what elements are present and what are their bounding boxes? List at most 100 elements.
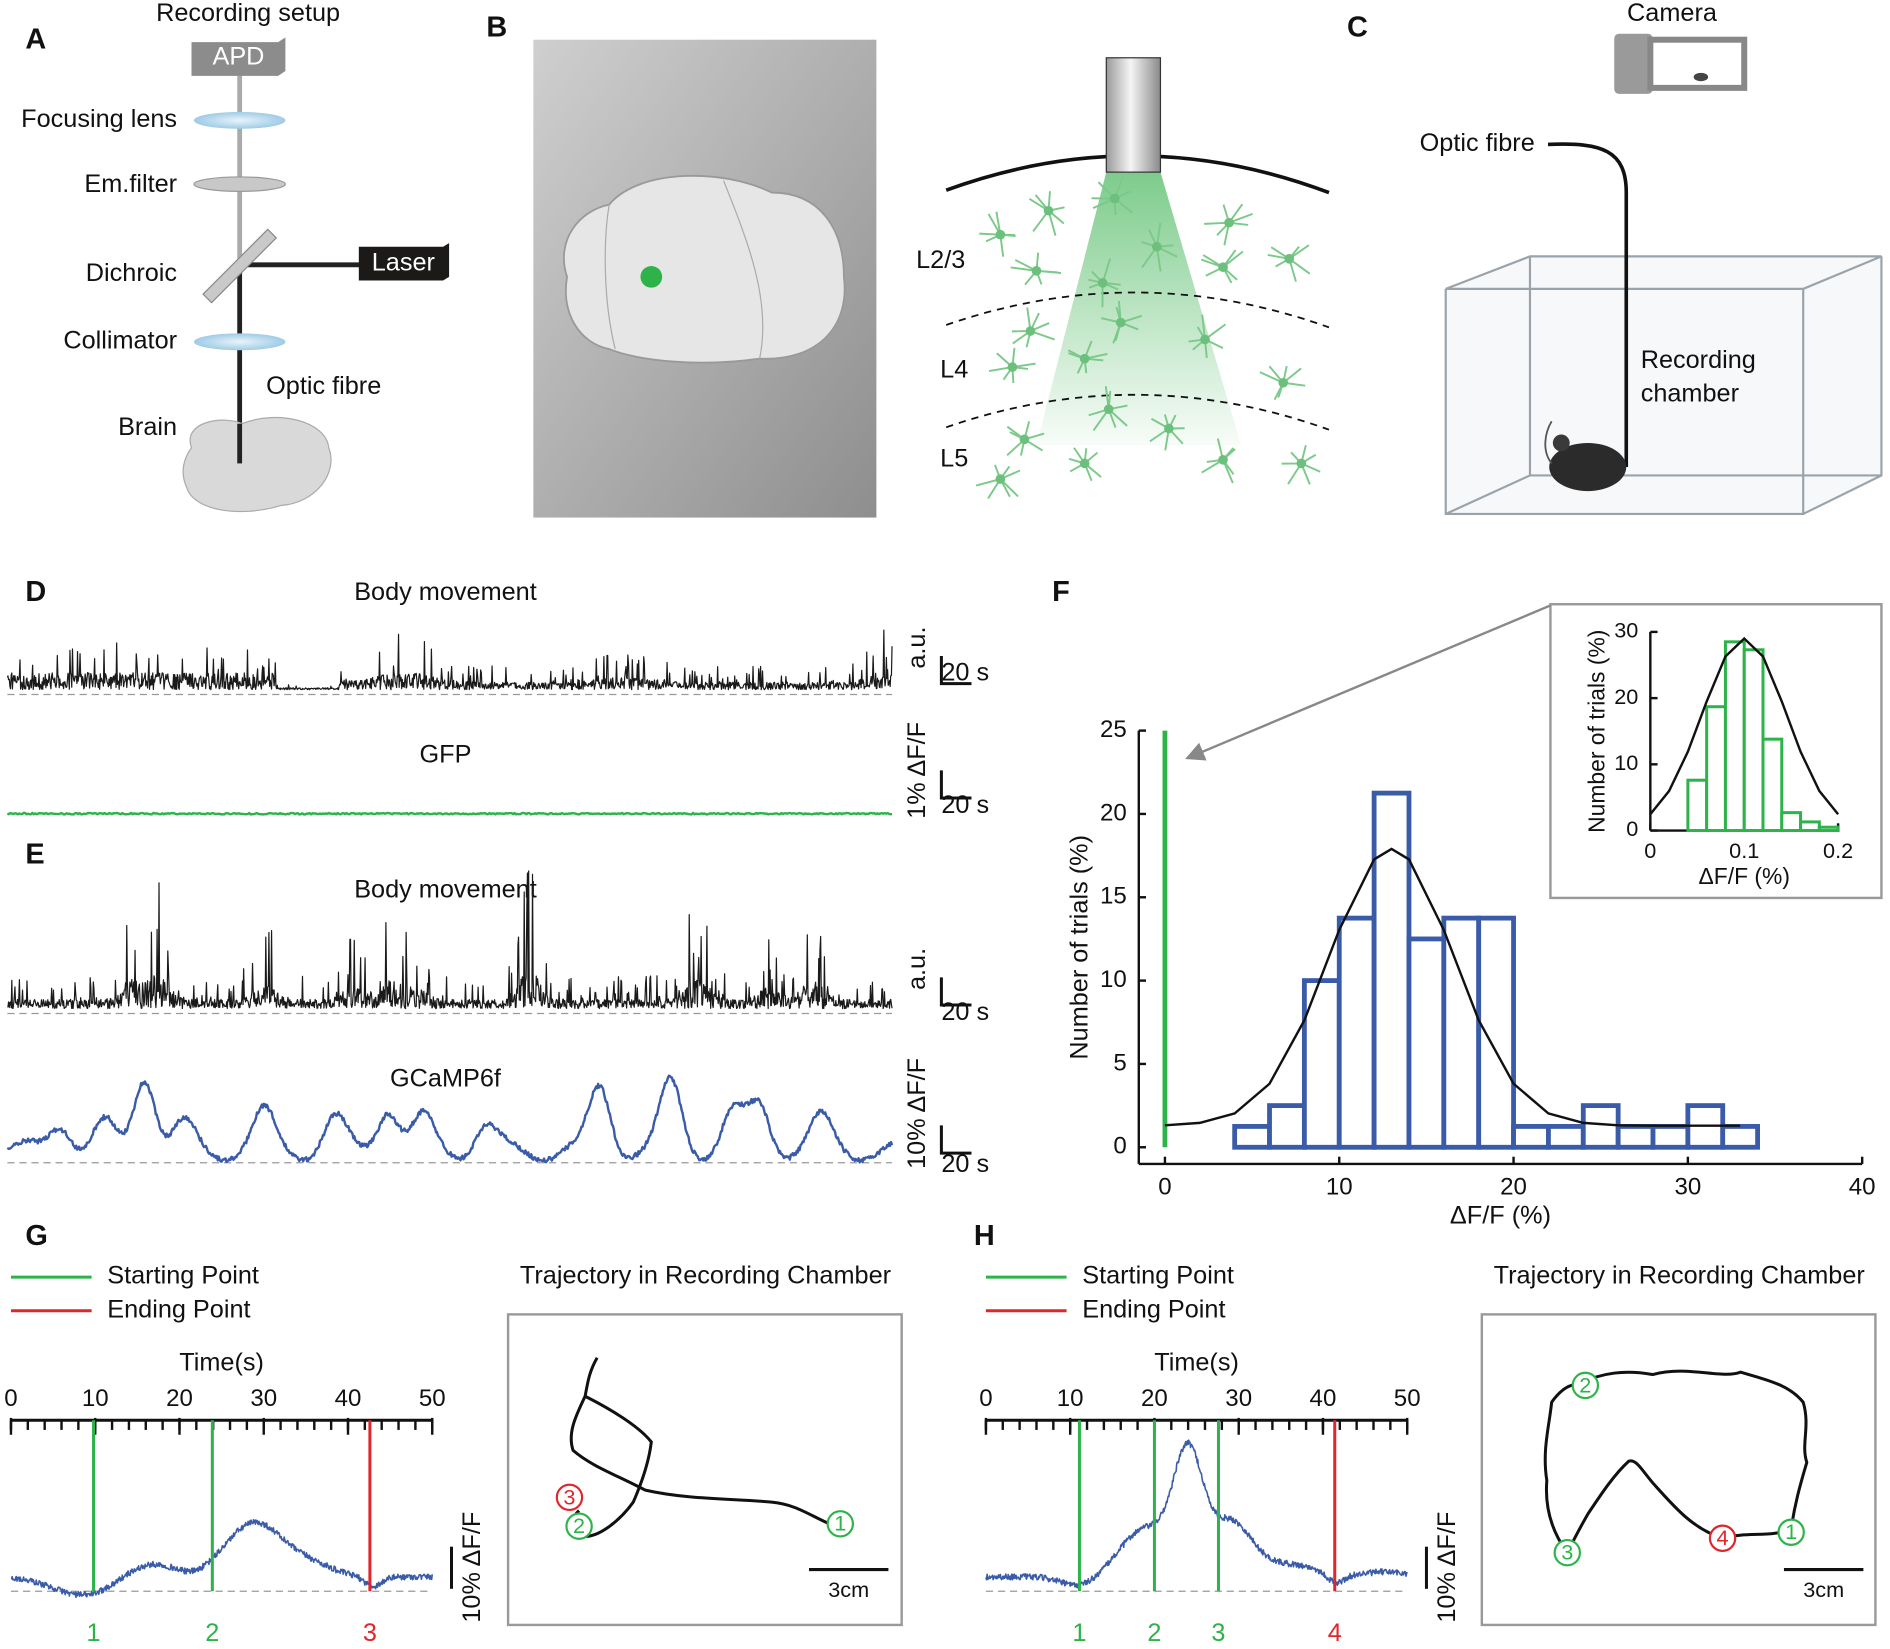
neuron-dendrites [975, 464, 1021, 499]
part-label: Collimator [63, 327, 177, 355]
neuron-soma [1152, 241, 1162, 252]
y-tick-label: 30 [1614, 618, 1638, 643]
layer-boundary [945, 291, 1330, 329]
neuron-dendrites [1201, 438, 1236, 484]
chamber-label: chamber [1641, 379, 1739, 407]
trajectory-marker [1553, 1538, 1582, 1567]
trajectory-marker-label: 4 [1717, 1525, 1729, 1550]
scale-bar [939, 1125, 972, 1155]
scale-label: 20 s [941, 659, 989, 687]
neuron-soma [1224, 217, 1234, 228]
neuron-soma [1043, 205, 1054, 216]
part-label: Optic fibre [266, 372, 381, 400]
fit-curve [1164, 847, 1741, 1127]
neuron-soma [1115, 317, 1126, 328]
y-tick-label: 0 [1626, 816, 1638, 841]
camera-label: Camera [1627, 0, 1718, 27]
neuron-soma [1025, 326, 1036, 336]
neuron-soma [1164, 423, 1174, 434]
x-tick-label: 0 [1644, 838, 1656, 863]
y-tick-label: 0 [1113, 1133, 1126, 1160]
part-label: Focusing lens [21, 105, 177, 133]
histogram-bar [1799, 820, 1821, 833]
histogram-bar [1686, 778, 1709, 833]
part-label: Brain [118, 413, 177, 441]
brain [182, 416, 332, 513]
histogram-bar [1441, 915, 1482, 1150]
trajectory-frame [1480, 1313, 1877, 1627]
neuron-dendrites [1088, 386, 1128, 431]
x-tick-label: 30 [1674, 1173, 1701, 1200]
panel-f: F 0 5 10 15 20 25 0 10 20 30 40 ΔF/F (%) Number of t… [1052, 576, 1883, 1230]
neuron-soma [1097, 278, 1108, 288]
histogram-bar [1371, 790, 1412, 1150]
camera-body [1614, 33, 1653, 94]
x-axis-title: ΔF/F (%) [1698, 863, 1789, 889]
neuron-dendrites [1188, 314, 1227, 359]
neuron-dendrites [1281, 444, 1321, 485]
neuron-dendrites [1200, 249, 1244, 284]
trajectory-marker [1571, 1371, 1600, 1400]
neuron-dendrites [1091, 176, 1133, 216]
scale-label: 1% ΔF/F [903, 722, 931, 819]
lens [193, 111, 286, 129]
layer-label: L2/3 [916, 246, 965, 274]
trace-title: Body movement [354, 578, 537, 606]
panel-b: B L2/3 L4 L5 [486, 12, 1330, 518]
optic-fibre [1547, 142, 1629, 468]
trajectory-marker [1777, 1518, 1805, 1546]
x-tick-label: 20 [166, 1385, 193, 1412]
part-label: Dichroic [86, 259, 177, 287]
histogram-bar [1267, 1103, 1307, 1150]
x-tick-label: 30 [250, 1385, 277, 1412]
x-tick-label: 30 [1225, 1385, 1252, 1412]
panel-label: F [1052, 576, 1070, 608]
x-tick-label: 0.2 [1823, 838, 1853, 863]
neuron-dendrites [1068, 447, 1102, 482]
histogram-bar [1705, 705, 1727, 833]
trajectory-frame [506, 1313, 903, 1627]
histogram-bar [1720, 1124, 1761, 1150]
panel-d: D Body movement a.u. 20 s GFP 1% ΔF/F 20… [6, 576, 989, 819]
x-tick-label: 40 [335, 1385, 362, 1412]
legend-label: Starting Point [1082, 1262, 1234, 1290]
chamber-edges [1444, 255, 1883, 516]
movement-trace [6, 629, 893, 691]
gcamp-trace [6, 1074, 894, 1164]
histogram-bar [1336, 915, 1377, 1150]
panel-label: G [25, 1220, 47, 1252]
neuron-dendrites [1028, 191, 1065, 236]
neuron-dendrites [1149, 414, 1185, 451]
x-tick-label: 20 [1500, 1173, 1527, 1200]
neuron-soma [1103, 404, 1114, 415]
mouse [1549, 442, 1627, 492]
y-tick-label: 5 [1113, 1049, 1126, 1076]
neuron-soma [1296, 458, 1307, 469]
axis-title: Time(s) [1154, 1348, 1239, 1376]
neuron-dendrites [1011, 307, 1055, 348]
panel-h: H Trajectory in Recording Chamber 3cm 10… [974, 1220, 1877, 1647]
x-tick-label: 10 [82, 1385, 109, 1412]
layer-boundary [945, 393, 1330, 431]
dff-trace [985, 1439, 1408, 1589]
panel-e: E Body movement a.u. 20 s GCaMP6f 10% ΔF… [6, 838, 989, 1178]
brain-outline [604, 180, 764, 359]
histogram-bar [1615, 1124, 1656, 1150]
panel-label: E [25, 838, 44, 870]
scale-label: 20 s [941, 998, 989, 1026]
neuron-soma [1284, 253, 1295, 264]
event-label: 2 [205, 1619, 219, 1647]
chamber-label: Recording [1641, 346, 1756, 374]
brain [562, 174, 846, 364]
trajectory-marker-label: 1 [834, 1511, 846, 1536]
legend-label: Ending Point [1082, 1295, 1225, 1323]
y-tick-label: 10 [1100, 966, 1127, 993]
neurons [975, 176, 1321, 499]
event-label: 1 [1072, 1619, 1086, 1647]
neuron-dendrites [1267, 244, 1311, 282]
y-tick-label: 15 [1100, 883, 1127, 910]
recording-site [640, 266, 663, 288]
neuron-soma [995, 229, 1006, 240]
neuron-dendrites [1204, 203, 1253, 246]
trajectory-marker [555, 1483, 584, 1512]
